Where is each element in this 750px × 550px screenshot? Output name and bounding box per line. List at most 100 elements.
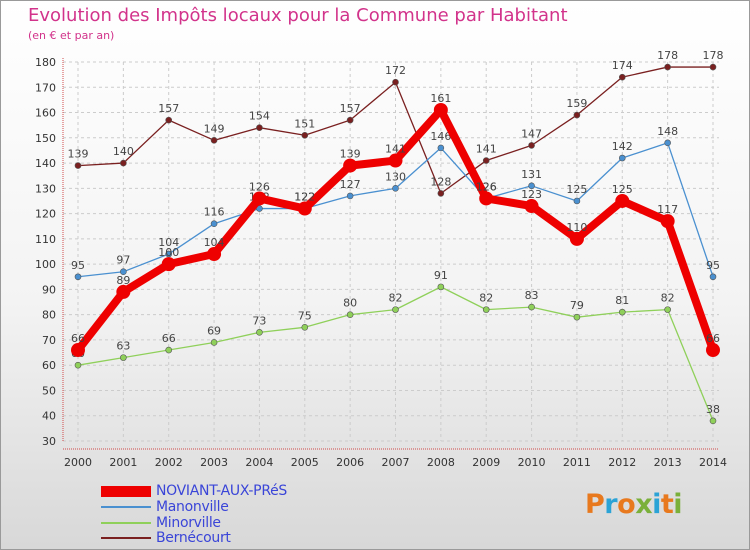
data-point bbox=[210, 137, 218, 144]
data-label: 126 bbox=[476, 180, 497, 193]
y-tick-label: 180 bbox=[35, 56, 56, 69]
data-label: 125 bbox=[612, 183, 633, 196]
data-label: 126 bbox=[249, 180, 270, 193]
data-label: 148 bbox=[657, 125, 678, 138]
data-point bbox=[615, 193, 630, 208]
data-label: 142 bbox=[612, 140, 633, 153]
data-label: 104 bbox=[204, 236, 225, 249]
data-point bbox=[210, 220, 218, 228]
data-point bbox=[437, 144, 445, 152]
y-tick-label: 80 bbox=[42, 309, 56, 322]
data-point bbox=[346, 192, 354, 200]
data-point bbox=[528, 142, 535, 149]
x-tick-label: 2008 bbox=[427, 456, 455, 469]
data-point bbox=[74, 361, 82, 369]
data-label: 83 bbox=[525, 289, 539, 302]
data-label: 128 bbox=[430, 175, 451, 188]
y-tick-label: 120 bbox=[35, 208, 56, 221]
data-label: 89 bbox=[116, 274, 130, 287]
data-label: 117 bbox=[657, 203, 678, 216]
legend-swatch-minorville bbox=[101, 522, 151, 524]
data-point bbox=[165, 250, 173, 258]
data-label: 178 bbox=[657, 49, 678, 62]
legend-swatch-manonville bbox=[101, 506, 151, 508]
data-point bbox=[74, 162, 82, 169]
data-label: 123 bbox=[521, 188, 542, 201]
data-label: 140 bbox=[113, 145, 134, 158]
data-point bbox=[207, 247, 222, 262]
x-tick-label: 2011 bbox=[563, 456, 591, 469]
data-point bbox=[618, 73, 626, 81]
x-tick-label: 2000 bbox=[64, 456, 92, 469]
logo-letter: i bbox=[652, 489, 661, 520]
data-point bbox=[660, 214, 675, 229]
data-label: 151 bbox=[294, 117, 315, 130]
y-tick-label: 30 bbox=[42, 435, 56, 448]
data-point bbox=[71, 343, 85, 358]
data-point bbox=[392, 78, 399, 86]
x-tick-label: 2006 bbox=[336, 456, 364, 469]
data-label: 97 bbox=[116, 254, 130, 267]
x-tick-label: 2003 bbox=[200, 456, 228, 469]
data-point bbox=[706, 343, 720, 358]
x-tick-label: 2010 bbox=[518, 456, 546, 469]
data-label: 110 bbox=[566, 221, 587, 234]
data-point bbox=[528, 303, 535, 311]
data-point bbox=[618, 154, 626, 162]
data-label: 174 bbox=[612, 59, 633, 72]
data-point bbox=[709, 417, 717, 425]
data-label: 63 bbox=[116, 340, 130, 353]
chart-title: Evolution des Impôts locaux pour la Comm… bbox=[28, 5, 568, 26]
data-point bbox=[210, 339, 218, 346]
data-label: 100 bbox=[158, 246, 179, 259]
data-point bbox=[528, 182, 535, 190]
y-tick-label: 100 bbox=[35, 258, 56, 271]
y-tick-label: 160 bbox=[35, 107, 56, 120]
legend-swatch-noviant bbox=[101, 486, 151, 497]
data-label: 149 bbox=[204, 122, 225, 135]
data-label: 122 bbox=[294, 191, 315, 204]
data-point bbox=[256, 124, 263, 131]
series-bern-court: 139 140 157 149 154 151 157 172 128 141 147 159 174 1… bbox=[68, 49, 724, 197]
x-tick-label: 2004 bbox=[245, 456, 273, 469]
data-label: 147 bbox=[521, 127, 542, 140]
data-point bbox=[252, 191, 267, 206]
data-point bbox=[573, 197, 581, 205]
data-point bbox=[343, 158, 358, 173]
chart-subtitle: (en € et par an) bbox=[28, 29, 115, 42]
y-tick-label: 140 bbox=[35, 157, 56, 170]
data-label: 127 bbox=[340, 178, 361, 191]
data-label: 82 bbox=[479, 292, 493, 305]
y-tick-label: 170 bbox=[35, 81, 56, 94]
legend-label-minorville: Minorville bbox=[156, 515, 221, 531]
x-tick-label: 2014 bbox=[699, 456, 727, 469]
data-label: 146 bbox=[430, 130, 451, 143]
data-point bbox=[618, 308, 626, 316]
data-point bbox=[120, 159, 127, 167]
data-label: 66 bbox=[71, 332, 85, 345]
legend-label-manonville: Manonville bbox=[156, 499, 229, 515]
x-tick-label: 2012 bbox=[608, 456, 636, 469]
data-point bbox=[437, 190, 445, 197]
y-tick-label: 130 bbox=[35, 182, 56, 195]
data-label: 139 bbox=[340, 148, 361, 161]
data-point bbox=[573, 313, 581, 321]
series-manonville: 9597104116122122127130146126131125142148… bbox=[71, 125, 720, 281]
x-tick-label: 2007 bbox=[382, 456, 410, 469]
data-point bbox=[573, 111, 581, 119]
data-point bbox=[74, 273, 82, 281]
data-point bbox=[301, 323, 309, 331]
y-tick-label: 110 bbox=[35, 233, 56, 246]
data-label: 141 bbox=[476, 143, 497, 156]
legend-swatch-bernecourt bbox=[101, 537, 151, 539]
data-label: 157 bbox=[340, 102, 361, 115]
data-label: 141 bbox=[385, 143, 406, 156]
x-tick-label: 2009 bbox=[472, 456, 500, 469]
data-label: 116 bbox=[204, 206, 225, 219]
data-point bbox=[297, 201, 312, 216]
proxiti-logo: Proxiti bbox=[585, 489, 683, 520]
data-point bbox=[709, 63, 717, 71]
logo-letter: t bbox=[660, 489, 674, 520]
data-label: 91 bbox=[434, 269, 448, 282]
logo-letter: x bbox=[635, 489, 653, 520]
